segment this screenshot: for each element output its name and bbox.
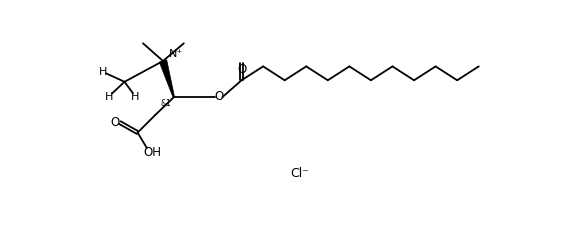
Text: O: O	[237, 63, 246, 76]
Text: N⁺: N⁺	[169, 49, 183, 59]
Text: H: H	[131, 91, 139, 101]
Text: O: O	[215, 90, 224, 103]
Text: OH: OH	[143, 146, 161, 159]
Text: H: H	[105, 91, 113, 101]
Text: &1: &1	[161, 99, 171, 108]
Text: O: O	[111, 116, 120, 129]
Polygon shape	[160, 61, 174, 98]
Text: H: H	[99, 67, 107, 77]
Text: Cl⁻: Cl⁻	[290, 166, 308, 179]
